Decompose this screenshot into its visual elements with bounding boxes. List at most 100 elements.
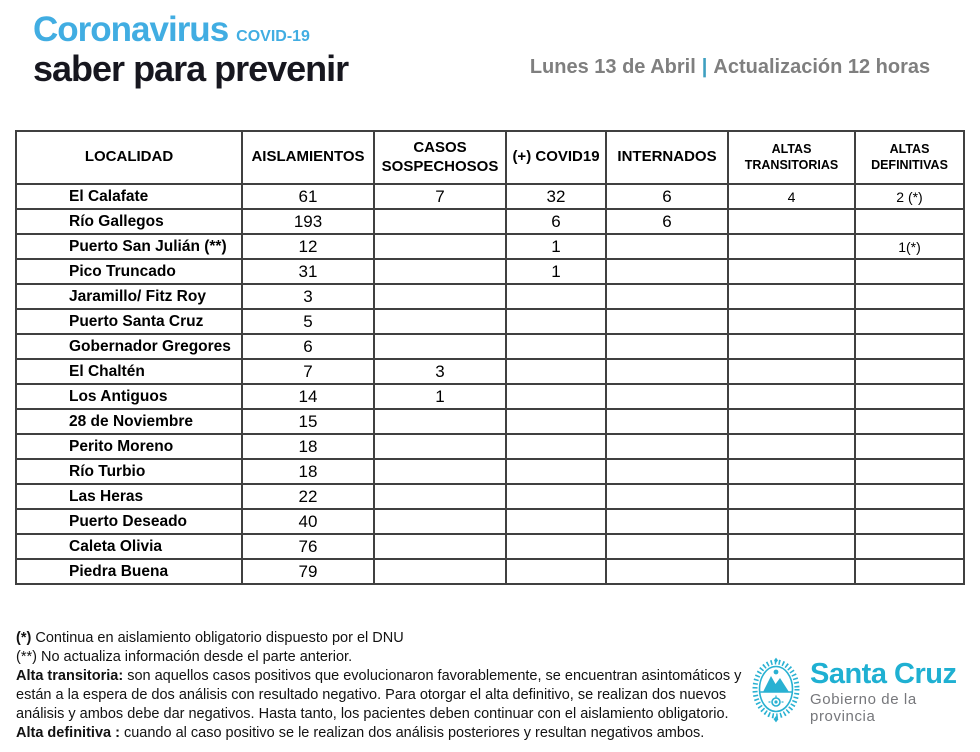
- col-header-localidad: LOCALIDAD: [15, 130, 243, 185]
- cell-localidad: Río Turbio: [15, 458, 243, 485]
- cell-localidad: Puerto Santa Cruz: [15, 308, 243, 335]
- cell-localidad: Puerto San Julián (**): [15, 233, 243, 260]
- cell-internados: [605, 408, 729, 435]
- cell-internados: [605, 483, 729, 510]
- cell-altas-transitorias: [727, 383, 856, 410]
- table-row: Caleta Olivia 76: [15, 533, 965, 560]
- table-row: Las Heras 22: [15, 483, 965, 510]
- cell-altas-transitorias: [727, 283, 856, 310]
- cell-sospechosos: [373, 283, 507, 310]
- cell-altas-transitorias: [727, 333, 856, 360]
- cell-localidad: Jaramillo/ Fitz Roy: [15, 283, 243, 310]
- cell-sospechosos: [373, 508, 507, 535]
- cell-altas-transitorias: [727, 258, 856, 285]
- alta-definitiva-text: cuando al caso positivo se le realizan d…: [119, 725, 705, 741]
- cell-localidad: El Chaltén: [15, 358, 243, 385]
- table-row: Río Gallegos 193 6 6: [15, 208, 965, 235]
- cell-altas-definitivas: [854, 208, 965, 235]
- cell-altas-transitorias: [727, 233, 856, 260]
- covid-table-wrapper: LOCALIDAD AISLAMIENTOS CASOS SOSPECHOSOS…: [15, 130, 965, 585]
- cell-altas-definitivas: [854, 508, 965, 535]
- cell-aislamientos: 79: [241, 558, 375, 585]
- cell-covid: [505, 483, 607, 510]
- cell-covid: [505, 533, 607, 560]
- col-header-internados: INTERNADOS: [605, 130, 729, 185]
- cell-aislamientos: 5: [241, 308, 375, 335]
- cell-sospechosos: [373, 208, 507, 235]
- cell-localidad: Gobernador Gregores: [15, 333, 243, 360]
- cell-localidad: El Calafate: [15, 183, 243, 210]
- footnotes: (*) Continua en aislamiento obligatorio …: [16, 629, 764, 743]
- cell-internados: [605, 358, 729, 385]
- cell-aislamientos: 31: [241, 258, 375, 285]
- cell-sospechosos: [373, 308, 507, 335]
- cell-localidad: Los Antiguos: [15, 383, 243, 410]
- footnote-alta-transitoria: Alta transitoria: son aquellos casos pos…: [16, 667, 764, 724]
- cell-localidad: Pico Truncado: [15, 258, 243, 285]
- cell-covid: 32: [505, 183, 607, 210]
- cell-altas-transitorias: [727, 558, 856, 585]
- cell-covid: [505, 408, 607, 435]
- cell-covid: [505, 433, 607, 460]
- province-subtitle: Gobierno de la provincia: [810, 691, 917, 725]
- alta-transitoria-text: son aquellos casos positivos que evoluci…: [16, 668, 742, 722]
- cell-sospechosos: [373, 233, 507, 260]
- cell-altas-transitorias: [727, 508, 856, 535]
- cell-aislamientos: 61: [241, 183, 375, 210]
- footnote-double-asterisk: (**) No actualiza información desde el p…: [16, 649, 353, 665]
- update-bar: Lunes 13 de Abril | Actualización 12 horas: [490, 56, 970, 79]
- cell-localidad: 28 de Noviembre: [15, 408, 243, 435]
- cell-altas-transitorias: [727, 358, 856, 385]
- cell-altas-definitivas: 2 (*): [854, 183, 965, 210]
- cell-internados: [605, 558, 729, 585]
- col-header-casos-sospechosos: CASOS SOSPECHOSOS: [373, 130, 507, 185]
- cell-altas-definitivas: [854, 433, 965, 460]
- table-row: Puerto San Julián (**) 12 1 1(*): [15, 233, 965, 260]
- cell-internados: [605, 258, 729, 285]
- cell-altas-definitivas: [854, 533, 965, 560]
- cell-sospechosos: 1: [373, 383, 507, 410]
- cell-altas-definitivas: [854, 308, 965, 335]
- footnote-asterisk-text: Continua en aislamiento obligatorio disp…: [31, 630, 404, 646]
- table-row: Piedra Buena 79: [15, 558, 965, 585]
- cell-localidad: Puerto Deseado: [15, 508, 243, 535]
- cell-aislamientos: 18: [241, 458, 375, 485]
- col-header-altas-transitorias: ALTAS TRANSITORIAS: [727, 130, 856, 185]
- col-header-altas-definitivas: ALTAS DEFINITIVAS: [854, 130, 965, 185]
- cell-internados: [605, 308, 729, 335]
- cell-aislamientos: 193: [241, 208, 375, 235]
- cell-altas-transitorias: [727, 458, 856, 485]
- cell-aislamientos: 76: [241, 533, 375, 560]
- cell-sospechosos: 3: [373, 358, 507, 385]
- coat-of-arms-icon: [752, 657, 800, 728]
- cell-altas-transitorias: 4: [727, 183, 856, 210]
- footnote-alta-definitiva: Alta definitiva : cuando al caso positiv…: [16, 724, 764, 743]
- cell-aislamientos: 7: [241, 358, 375, 385]
- cell-altas-definitivas: [854, 383, 965, 410]
- cell-internados: [605, 533, 729, 560]
- cell-internados: 6: [605, 183, 729, 210]
- cell-altas-transitorias: [727, 433, 856, 460]
- brand-title: Coronavirus COVID-19: [33, 11, 348, 49]
- cell-sospechosos: [373, 408, 507, 435]
- cell-internados: [605, 333, 729, 360]
- cell-internados: [605, 283, 729, 310]
- cell-covid: [505, 358, 607, 385]
- table-row: Jaramillo/ Fitz Roy 3: [15, 283, 965, 310]
- cell-aislamientos: 22: [241, 483, 375, 510]
- province-name: Santa Cruz: [810, 658, 957, 690]
- cell-internados: [605, 433, 729, 460]
- table-header-row: LOCALIDAD AISLAMIENTOS CASOS SOSPECHOSOS…: [15, 130, 965, 185]
- alta-definitiva-label: Alta definitiva :: [16, 725, 120, 741]
- brand-subtitle: COVID-19: [236, 28, 310, 45]
- col-header-covid19: (+) COVID19: [505, 130, 607, 185]
- cell-covid: [505, 308, 607, 335]
- alta-transitoria-label: Alta transitoria:: [16, 668, 124, 684]
- cell-localidad: Río Gallegos: [15, 208, 243, 235]
- province-logo-text: Santa Cruz Gobierno de la provincia: [810, 658, 980, 726]
- cell-covid: 1: [505, 258, 607, 285]
- cell-aislamientos: 14: [241, 383, 375, 410]
- update-date: Lunes 13 de Abril: [529, 56, 696, 78]
- table-row: Perito Moreno 18: [15, 433, 965, 460]
- cell-covid: [505, 283, 607, 310]
